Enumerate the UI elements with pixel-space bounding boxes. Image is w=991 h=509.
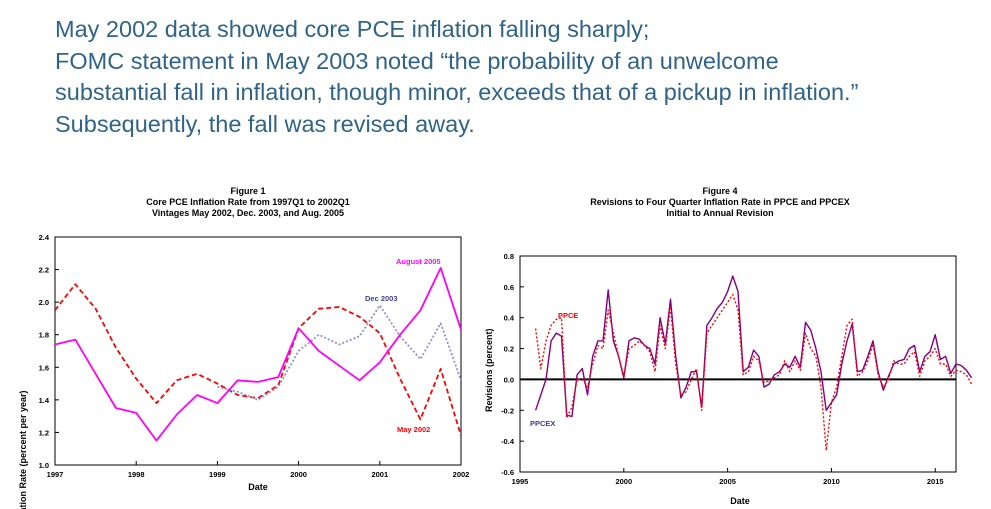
chart-subtitle-line-2: Initial to Annual Revision [666,208,773,218]
series-lines [54,267,462,442]
x-axis-label: Date [248,482,268,492]
y-tick-label: -0.2 [501,406,514,415]
x-axis-ticks: 1995 2000 2005 2010 2015 [512,468,944,486]
chart-subtitle-line-1: Core PCE Inflation Rate from 1997Q1 to 2… [146,197,350,207]
y-tick-label: -0.4 [501,437,515,446]
annotation-dec-2003: Dec 2003 [365,294,398,303]
plot-frame [54,236,462,466]
annotation-ppce: PPCE [558,311,578,320]
annotation-ppcex: PPCEX [530,419,555,428]
headline-line-4: Subsequently, the fall was revised away. [55,110,475,137]
headline-line-1: May 2002 data showed core PCE inflation … [55,16,650,42]
y-tick-label: 2.4 [39,233,50,242]
series-line-august-2005 [54,267,462,442]
x-tick-label: 2001 [371,470,388,479]
x-axis-label: Date [730,496,750,506]
annotation-august-2005: August 2005 [396,257,441,266]
y-axis-label: Revisions (percent) [484,328,494,412]
y-tick-label: 0.8 [504,252,514,261]
x-tick-label: 1995 [512,477,529,486]
y-axis-label: Inflation Rate (percent per year) [18,390,28,509]
chart-subtitle-line-2: Vintages May 2002, Dec. 2003, and Aug. 2… [152,208,344,218]
annotation-may-2002: May 2002 [397,425,430,434]
series-line-ppcex [534,275,973,418]
y-tick-label: -0.6 [501,468,514,477]
x-tick-label: 1999 [209,470,226,479]
x-tick-label: 2002 [453,470,470,479]
x-tick-label: 2000 [290,470,307,479]
y-tick-label: 2.2 [39,266,49,275]
y-axis-ticks: -0.6 -0.4 -0.2 0.0 0.2 0.4 0.6 0.8 [501,252,524,477]
x-axis-ticks: 1997 1998 1999 2000 2001 2002 [47,461,470,479]
x-tick-label: 1998 [128,470,145,479]
y-tick-label: 2.0 [39,298,49,307]
y-tick-label: 0.2 [504,345,514,354]
y-tick-label: 1.6 [39,363,49,372]
headline-line-2: FOMC statement in May 2003 noted “the pr… [55,47,779,74]
series-lines [534,275,973,452]
plot-frame [519,255,957,473]
y-tick-label: 1.4 [39,396,50,405]
y-tick-label: 0.4 [504,314,515,323]
x-tick-label: 2015 [927,477,944,486]
figure-4-chart: Figure 4 Revisions to Four Quarter Infla… [484,186,973,506]
y-tick-label: 1.0 [39,461,49,470]
y-axis-ticks: 1.0 1.2 1.4 1.6 1.8 2.0 2.2 2.4 [39,233,59,470]
x-tick-label: 2010 [823,477,840,486]
series-line-may-2002 [54,283,462,436]
chart-subtitle-line-1: Revisions to Four Quarter Inflation Rate… [590,197,850,207]
chart-title: Figure 1 [230,186,265,196]
y-tick-label: 1.8 [39,331,49,340]
x-tick-label: 2000 [615,477,632,486]
x-tick-label: 1997 [47,470,64,479]
headline: May 2002 data showed core PCE inflation … [55,14,975,140]
series-line-ppce [534,293,973,452]
series-line-dec-2003 [217,304,462,401]
x-tick-label: 2005 [719,477,736,486]
figure-1-chart: Figure 1 Core PCE Inflation Rate from 19… [18,186,470,509]
y-tick-label: 0.6 [504,283,514,292]
chart-title: Figure 4 [702,186,737,196]
y-tick-label: 1.2 [39,428,49,437]
y-tick-label: 0.0 [504,375,514,384]
headline-line-3: substantial fall in inflation, though mi… [55,79,859,105]
